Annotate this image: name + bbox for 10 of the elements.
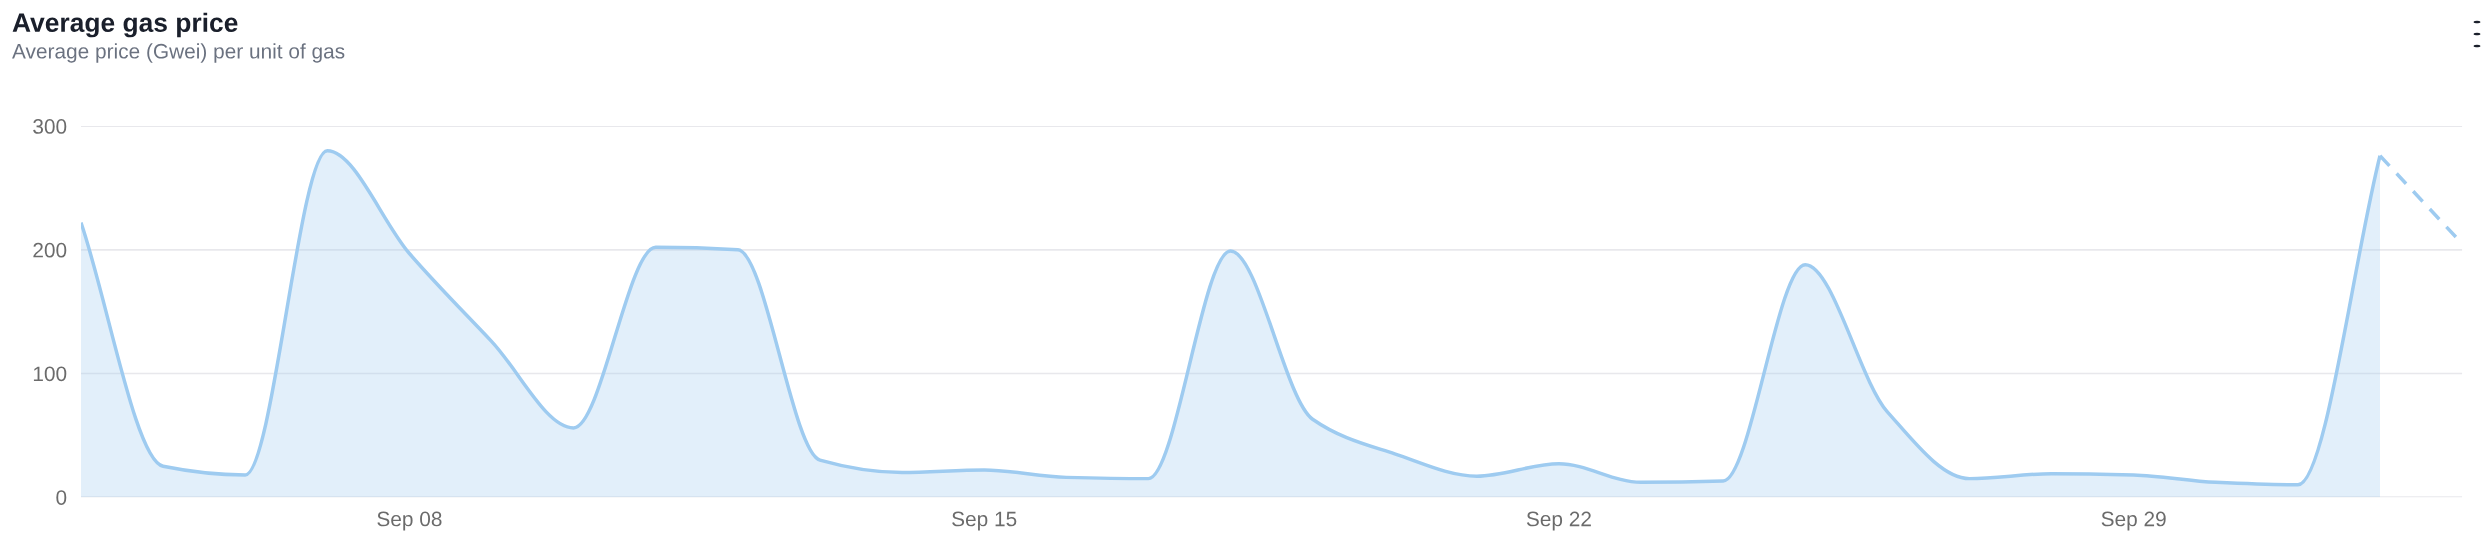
y-tick-label: 100 <box>33 366 67 382</box>
x-tick-label: Sep 22 <box>1526 511 1591 531</box>
x-tick-label: Sep 08 <box>377 511 442 531</box>
x-tick-label: Sep 15 <box>952 511 1017 531</box>
chart-title: Average gas price <box>12 12 238 38</box>
y-tick-label: 300 <box>33 119 67 134</box>
x-tick-label: Sep 29 <box>2101 511 2166 531</box>
y-tick-label: 200 <box>33 242 67 258</box>
y-tick-label: 0 <box>56 490 67 505</box>
chart-subtitle: Average price (Gwei) per unit of gas <box>12 43 345 63</box>
